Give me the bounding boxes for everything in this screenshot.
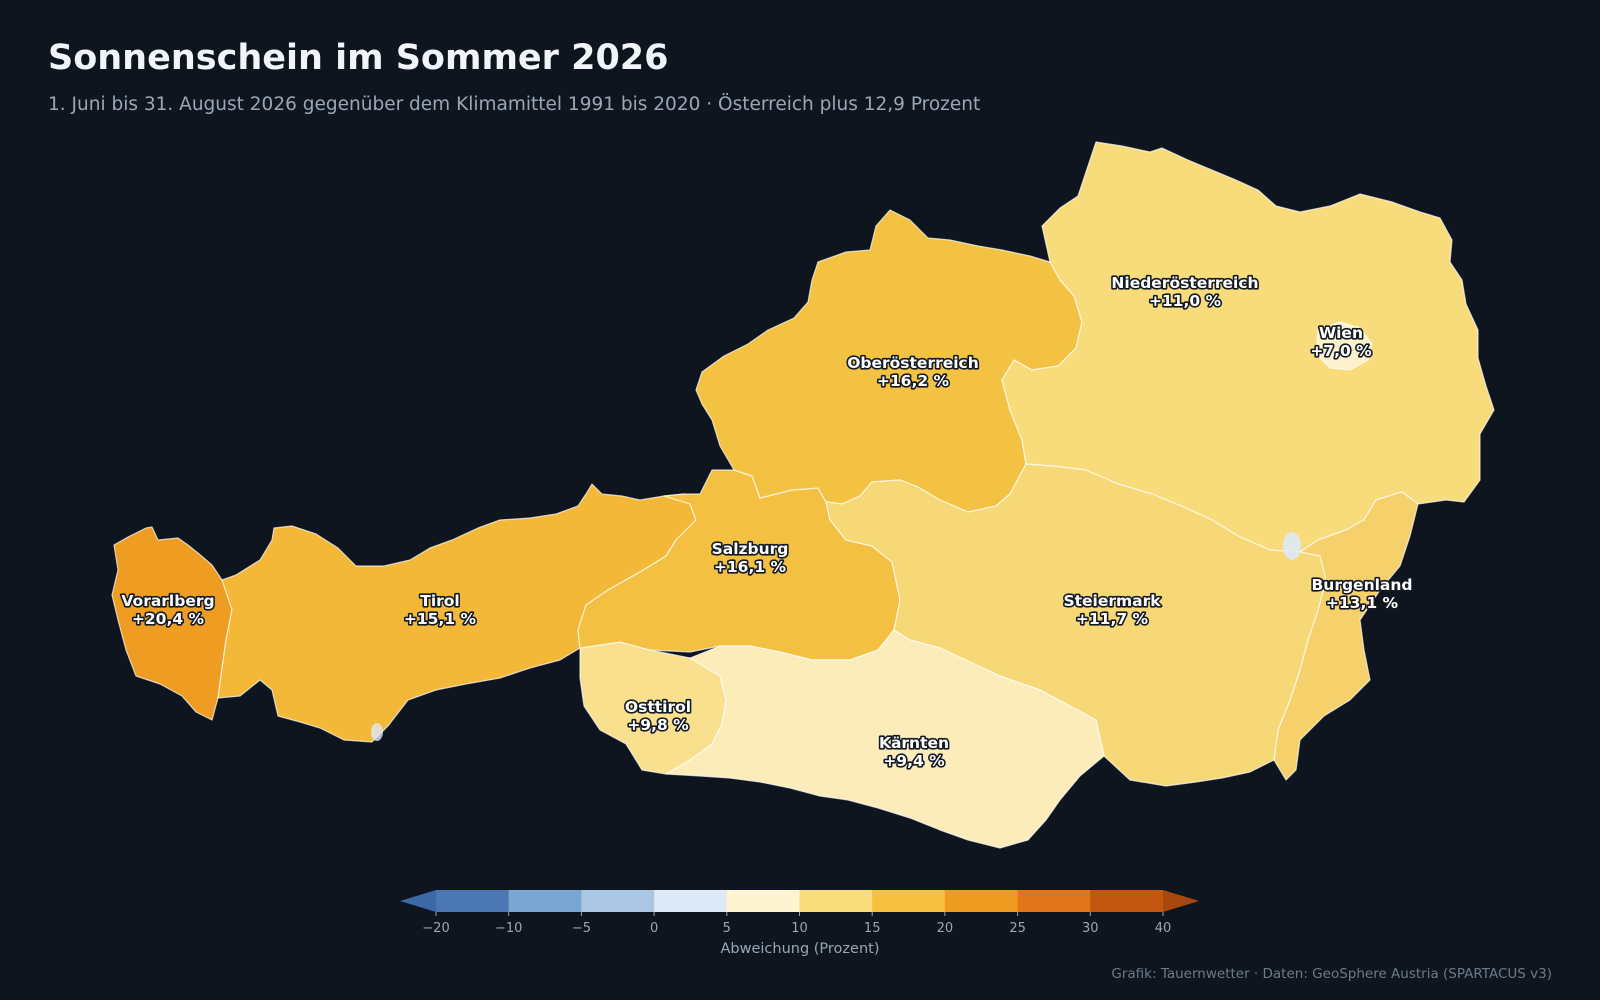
map-title: Sonnenschein im Sommer 2026 <box>48 38 669 78</box>
region-label-steiermark: Steiermark <box>1063 592 1161 610</box>
lake-shape <box>371 723 383 741</box>
region-value-vorarlberg: +20,4 % <box>132 610 205 628</box>
region-value-salzburg: +16,1 % <box>714 558 787 576</box>
region-label-osttirol: Osttirol <box>625 698 691 716</box>
region-kaernten[interactable] <box>665 629 1105 849</box>
region-niederoesterreich[interactable] <box>1001 141 1495 553</box>
colorbar-tick-label: 0 <box>650 921 658 936</box>
colorbar-swatch <box>726 890 800 912</box>
colorbar-ticks: −20 −10 −5 0 5 10 15 20 25 30 40 <box>422 912 1171 936</box>
colorbar-over-arrow <box>1163 890 1199 912</box>
region-wien[interactable] <box>1315 321 1373 371</box>
region-value-wien: +7,0 % <box>1310 342 1372 360</box>
colorbar-swatch <box>581 890 655 912</box>
colorbar-tick-label: 5 <box>723 921 731 936</box>
region-labels: Vorarlberg+20,4 %Tirol+15,1 %Osttirol+9,… <box>120 272 1414 771</box>
colorbar-tick-label: 25 <box>1009 921 1026 936</box>
colorbar-under-arrow <box>400 890 436 912</box>
colorbar-tick-label: −5 <box>572 921 591 936</box>
region-label-burgenland: Burgenland <box>1311 576 1412 594</box>
colorbar-tick-label: 10 <box>791 921 808 936</box>
colorbar-swatch <box>1090 890 1164 912</box>
colorbar-swatch <box>799 890 873 912</box>
region-label-wien: Wien <box>1319 324 1363 342</box>
colorbar-swatch <box>872 890 946 912</box>
colorbar-tick-label: −20 <box>422 921 449 936</box>
region-label-niederoesterreich: Niederösterreich <box>1111 274 1258 292</box>
region-label-salzburg: Salzburg <box>712 540 789 558</box>
colorbar-tick-label: 30 <box>1082 921 1099 936</box>
colorbar-swatch <box>436 890 510 912</box>
colorbar-tick-label: 15 <box>864 921 881 936</box>
region-value-kaernten: +9,4 % <box>883 752 945 770</box>
region-label-kaernten: Kärnten <box>879 734 949 752</box>
colorbar-tick-label: −10 <box>495 921 522 936</box>
region-value-osttirol: +9,8 % <box>627 716 689 734</box>
colorbar-swatch <box>654 890 728 912</box>
colorbar-tick-label: 20 <box>937 921 954 936</box>
lake-shape <box>1283 532 1301 560</box>
region-value-niederoesterreich: +11,0 % <box>1149 292 1222 310</box>
colorbar-legend: −20 −10 −5 0 5 10 15 20 25 30 40 Abweichung (Proze… <box>400 890 1199 957</box>
region-value-oberoesterreich: +16,2 % <box>877 372 950 390</box>
footer-credit: Grafik: Tauernwetter · Daten: GeoSphere … <box>1111 966 1552 982</box>
region-shapes <box>111 141 1495 849</box>
region-label-tirol: Tirol <box>420 592 460 610</box>
map-subtitle: 1. Juni bis 31. August 2026 gegenüber de… <box>48 94 981 115</box>
colorbar-swatch <box>508 890 582 912</box>
colorbar-swatch <box>944 890 1019 912</box>
region-label-vorarlberg: Vorarlberg <box>121 592 214 610</box>
colorbar-swatches <box>400 890 1199 912</box>
region-value-tirol: +15,1 % <box>404 610 477 628</box>
region-value-steiermark: +11,7 % <box>1076 610 1149 628</box>
colorbar-tick-label: 40 <box>1155 921 1172 936</box>
region-label-oberoesterreich: Oberösterreich <box>847 354 979 372</box>
colorbar-label: Abweichung (Prozent) <box>720 941 879 957</box>
colorbar-swatch <box>1017 890 1091 912</box>
region-value-burgenland: +13,1 % <box>1326 594 1399 612</box>
